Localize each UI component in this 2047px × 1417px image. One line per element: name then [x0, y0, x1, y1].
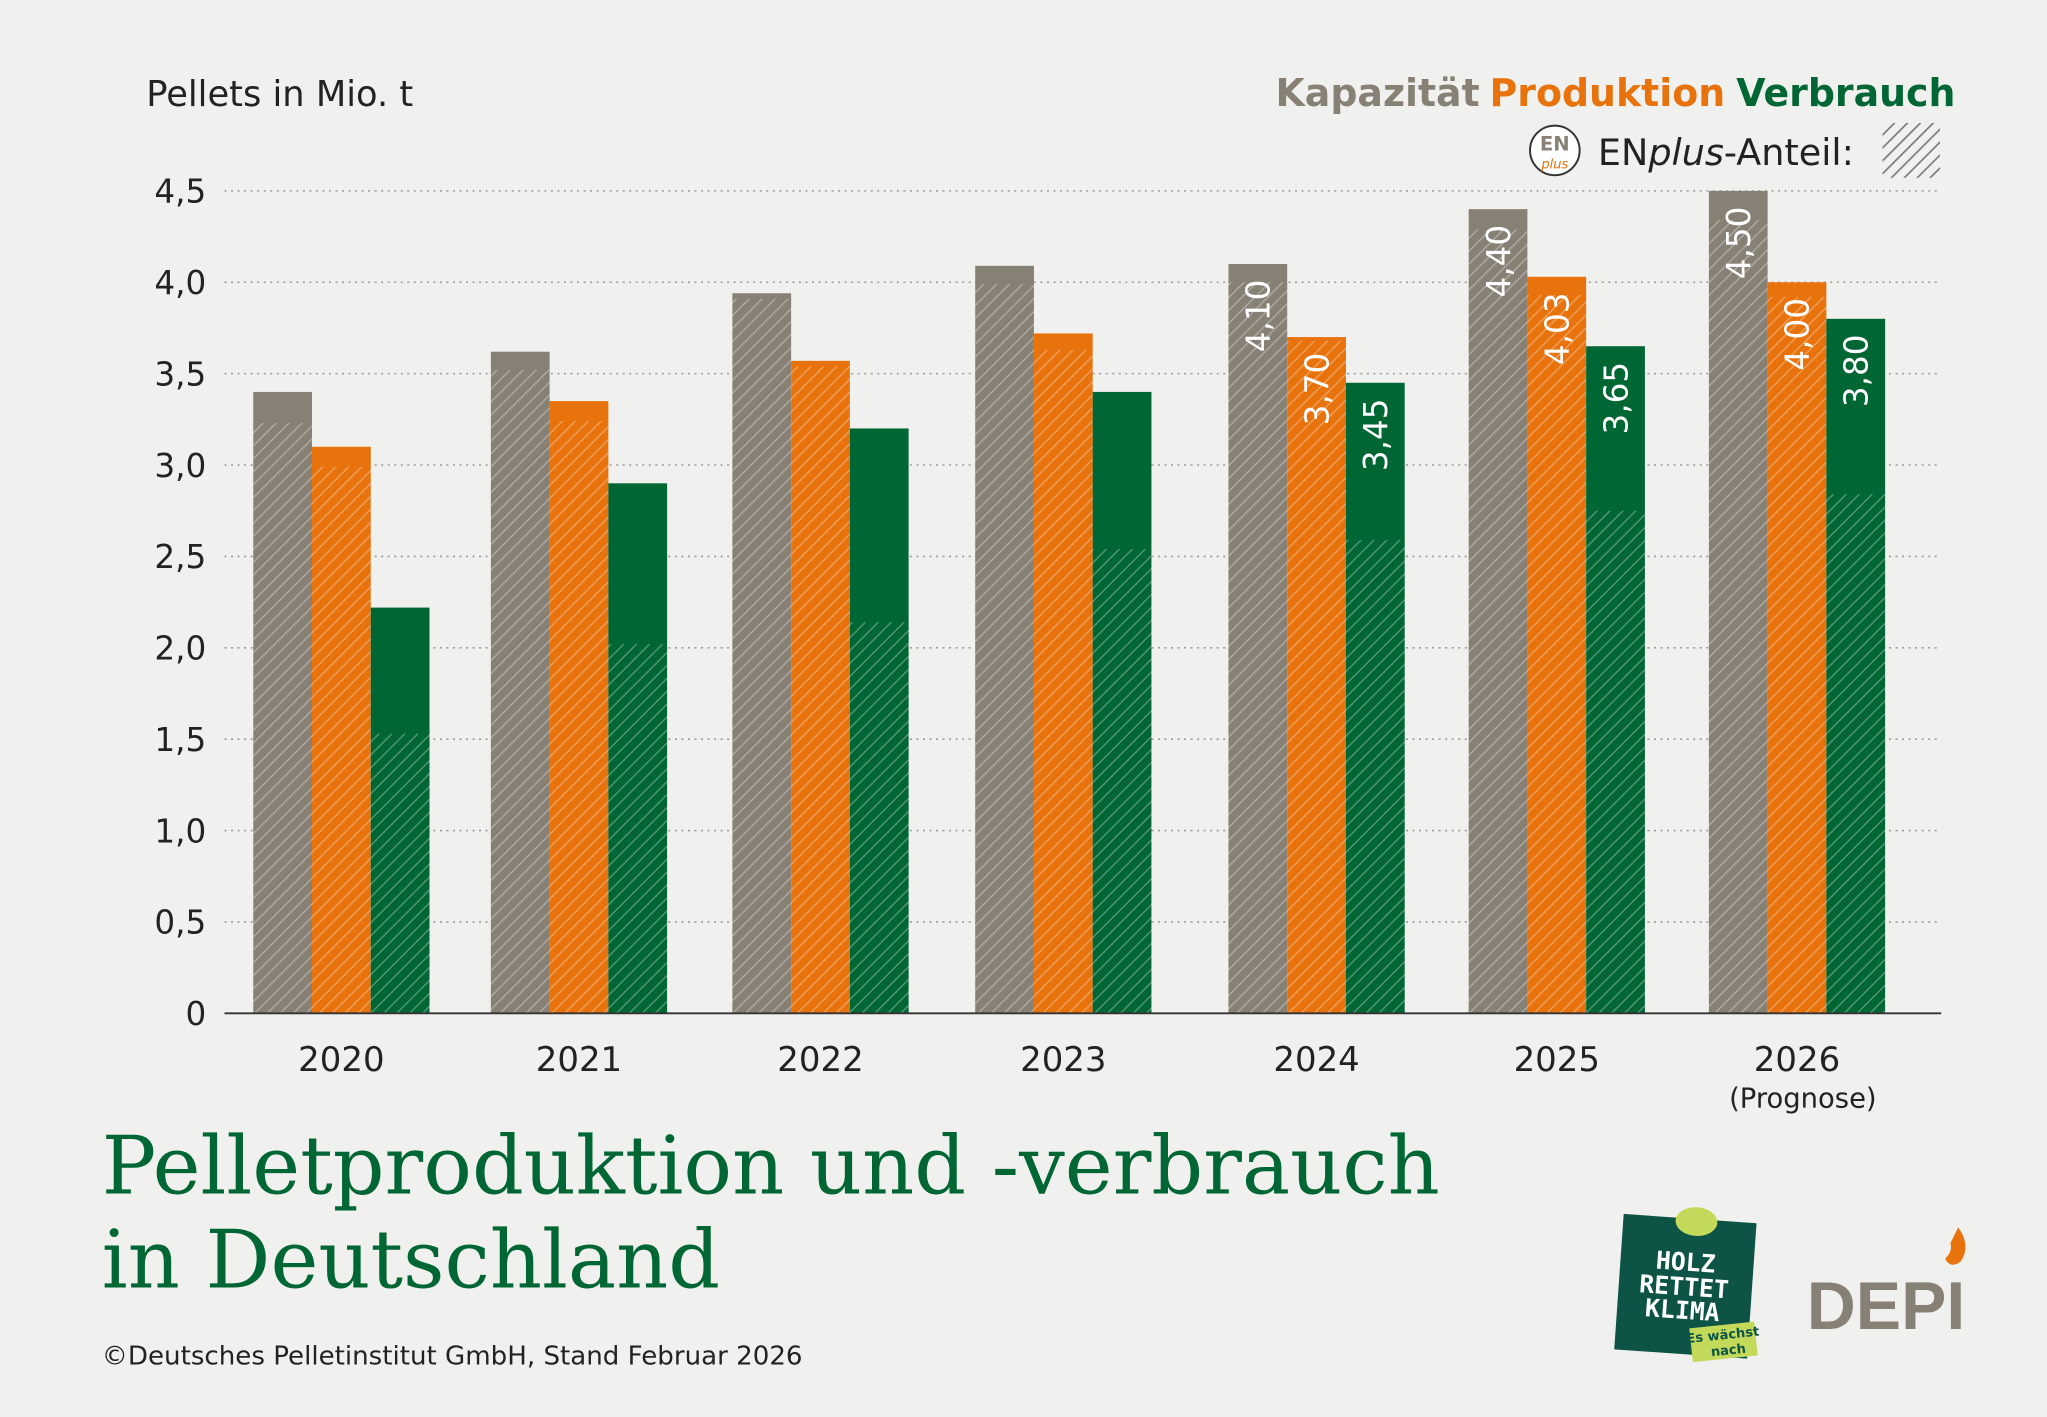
- logo-holz-2: RETTET: [1638, 1269, 1729, 1304]
- bar-enplus-share-kapazität-2020: [253, 422, 313, 1014]
- bar-enplus-share-verbrauch-2023: [1092, 549, 1152, 1014]
- data-label: 4,10: [1240, 280, 1278, 353]
- bar-enplus-share-produktion-2020: [312, 466, 371, 1014]
- y-tick-label: 3,0: [154, 447, 206, 485]
- bar-enplus-share-kapazität-2025: [1468, 229, 1528, 1014]
- legend: Kapazität Produktion Verbrauch EN plus E…: [1275, 71, 1955, 178]
- legend-produktion: Produktion: [1490, 71, 1726, 115]
- bar-enplus-share-kapazität-2023: [975, 284, 1034, 1014]
- legend-hatch-swatch: [1882, 122, 1940, 178]
- legend-kapazitaet: Kapazität: [1275, 71, 1479, 115]
- category-note-2026: (Prognose): [1729, 1083, 1877, 1114]
- y-tick-label: 0,5: [154, 904, 206, 942]
- data-label: 3,70: [1298, 353, 1336, 426]
- data-label: 4,00: [1779, 298, 1817, 371]
- bar-enplus-share-verbrauch-2022: [849, 622, 909, 1014]
- bar-enplus-share-produktion-2024: [1287, 340, 1346, 1014]
- holz-rettet-klima-logo: HOLZ RETTET KLIMA Es wächst nach: [1614, 1207, 1760, 1363]
- y-tick-label: 1,0: [154, 812, 206, 850]
- bar-enplus-share-produktion-2022: [791, 366, 850, 1014]
- chart-title-line2: in Deutschland: [102, 1213, 720, 1307]
- legend-verbrauch: Verbrauch: [1736, 71, 1955, 115]
- flame-icon: [1945, 1227, 1966, 1265]
- enplus-badge-top: EN: [1540, 132, 1570, 155]
- y-tick-label: 2,5: [154, 538, 206, 576]
- x-tick-label: 2024: [1273, 1040, 1359, 1080]
- y-tick-label: 4,0: [154, 264, 206, 302]
- bar-enplus-share-verbrauch-2024: [1345, 539, 1405, 1014]
- enplus-badge-icon: EN plus: [1529, 124, 1581, 177]
- x-tick-label: 2022: [777, 1040, 863, 1080]
- x-tick-label: 2021: [536, 1040, 622, 1080]
- legend-enplus-label: ENplus-Anteil:: [1598, 131, 1854, 174]
- enplus-italic: plus: [1647, 131, 1724, 174]
- data-label: 3,80: [1837, 334, 1875, 407]
- bar-enplus-share-kapazität-2022: [732, 298, 792, 1014]
- copyright: ©Deutsches Pelletinstitut GmbH, Stand Fe…: [102, 1342, 803, 1372]
- bar-enplus-share-verbrauch-2026: [1826, 494, 1886, 1014]
- logo-holz-4: Es wächst: [1686, 1325, 1760, 1348]
- y-tick-label: 3,5: [154, 355, 206, 393]
- data-label: 4,50: [1720, 207, 1758, 280]
- logo-holz-5: nach: [1710, 1342, 1747, 1361]
- depi-logo: DEPI: [1807, 1227, 1966, 1344]
- enplus-suffix: -Anteil:: [1724, 131, 1854, 174]
- y-tick-label: 1,5: [154, 721, 206, 759]
- data-label: 4,40: [1480, 225, 1518, 298]
- bar-enplus-share-verbrauch-2021: [608, 644, 668, 1014]
- y-axis-label: Pellets in Mio. t: [146, 74, 413, 115]
- bar-enplus-share-produktion-2023: [1033, 349, 1093, 1014]
- bar-enplus-share-kapazität-2026: [1708, 220, 1768, 1014]
- enplus-badge-bottom: plus: [1540, 158, 1568, 173]
- x-tick-label: 2025: [1514, 1040, 1600, 1080]
- chart-title: Pelletproduktion und -verbrauch: [102, 1119, 1440, 1213]
- logo-holz-3: KLIMA: [1644, 1293, 1721, 1327]
- y-tick-label: 0: [186, 995, 207, 1033]
- bar-enplus-share-kapazität-2021: [490, 369, 550, 1014]
- bar-enplus-share-produktion-2026: [1767, 296, 1827, 1014]
- depi-logo-text: DEPI: [1807, 1269, 1965, 1344]
- bar-enplus-share-verbrauch-2025: [1586, 510, 1645, 1014]
- bar-enplus-share-produktion-2021: [549, 421, 609, 1014]
- x-tick-label: 2023: [1020, 1040, 1106, 1080]
- data-label: 3,65: [1597, 362, 1635, 435]
- y-tick-label: 4,5: [154, 173, 206, 211]
- y-tick-label: 2,0: [154, 630, 206, 668]
- bar-enplus-share-verbrauch-2020: [370, 733, 430, 1014]
- bar-enplus-share-produktion-2025: [1527, 295, 1587, 1014]
- data-label: 4,03: [1539, 292, 1577, 365]
- enplus-prefix: EN: [1598, 131, 1648, 174]
- x-tick-label: 2026: [1754, 1040, 1840, 1080]
- data-label: 3,45: [1357, 398, 1395, 471]
- bar-enplus-share-kapazität-2024: [1228, 282, 1288, 1014]
- logo-holz-1: HOLZ: [1655, 1246, 1717, 1279]
- x-tick-label: 2020: [298, 1040, 384, 1080]
